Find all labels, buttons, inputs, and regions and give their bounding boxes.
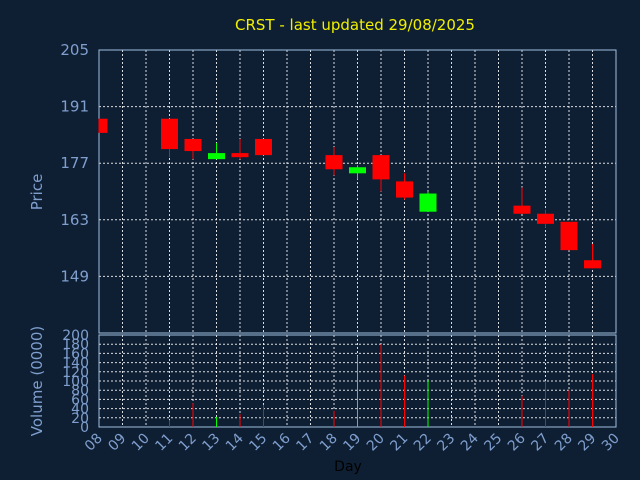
- candle-body: [184, 138, 202, 152]
- volume-tick-label: 60: [71, 392, 89, 408]
- candle-body: [161, 118, 178, 150]
- candle-body: [584, 260, 601, 269]
- volume-axis-label: Volume (0000): [28, 326, 46, 436]
- candle-body: [537, 213, 554, 224]
- x-axis-label: Day: [334, 459, 362, 475]
- volume-tick-label: 20: [71, 411, 89, 427]
- volume-tick-label: 160: [62, 346, 89, 362]
- candle-body: [231, 153, 249, 158]
- candle-body: [560, 221, 578, 251]
- volume-tick-label: 200: [62, 328, 89, 344]
- price-axis-label: Price: [28, 174, 46, 211]
- candles: [98, 118, 601, 269]
- candle-body: [99, 118, 108, 133]
- candle-body: [396, 181, 413, 198]
- candle-body: [208, 153, 225, 160]
- volume-bars: [169, 344, 593, 427]
- candle-body: [349, 167, 366, 174]
- volume-tick-label: 40: [71, 402, 89, 418]
- price-panel-frame: [98, 49, 617, 334]
- price-tick-label: 191: [60, 98, 89, 116]
- volume-tick-label: 100: [62, 374, 89, 390]
- candle-body: [419, 193, 437, 212]
- volume-tick-label: 0: [80, 420, 89, 436]
- price-y-ticks: 149 163 177 191 205: [60, 41, 89, 285]
- x-ticks: 08 09 10 11 12 13 14 15 16 17 18 19 20 21 22 23 24 25 26 27…: [82, 430, 623, 454]
- volume-tick-label: 140: [62, 356, 89, 372]
- volume-tick-label: 80: [71, 383, 89, 399]
- candle-body: [325, 155, 343, 170]
- volume-tick-label: 120: [62, 365, 89, 381]
- candle-body: [255, 138, 272, 156]
- chart-title: CRST - last updated 29/08/2025: [235, 16, 475, 34]
- candle-body: [513, 205, 531, 214]
- volume-tick-label: 180: [62, 337, 89, 353]
- price-tick-label: 205: [60, 41, 89, 59]
- price-tick-label: 149: [60, 267, 89, 285]
- candle-body: [372, 155, 390, 180]
- price-tick-label: 163: [60, 211, 89, 229]
- price-tick-label: 177: [60, 154, 89, 172]
